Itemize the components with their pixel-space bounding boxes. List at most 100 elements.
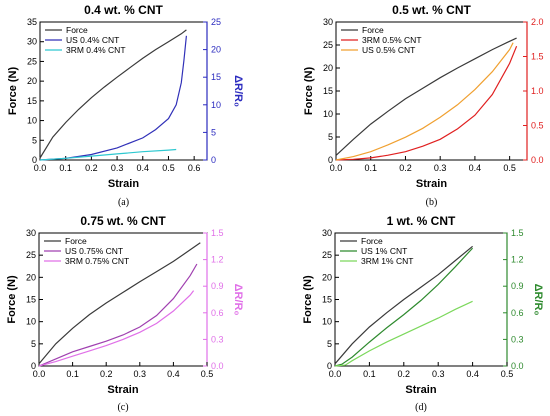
x-tick-label: 0.3 [111, 163, 124, 173]
y2-tick-label: 5 [211, 127, 216, 137]
y-tick-label: 20 [323, 63, 333, 73]
chart-title: 0.5 wt. % CNT [392, 3, 471, 17]
x-tick-label: 0.2 [398, 369, 411, 379]
y2-tick-label: 0.0 [211, 361, 224, 371]
x-tick-label: 0.1 [363, 369, 376, 379]
series-line-3 [335, 42, 514, 161]
x-tick-label: 0.3 [432, 369, 445, 379]
y2-tick-label: 15 [211, 72, 221, 82]
x-tick-label: 0.4 [137, 163, 150, 173]
legend-entry: 3RM 1% CNT [361, 256, 413, 266]
x-tick-label: 0.1 [59, 163, 72, 173]
y2-axis-label: ΔR/R₀ [532, 284, 544, 316]
series-line-2 [334, 247, 474, 367]
y2-tick-label: 25 [211, 17, 221, 27]
legend-entry: 3RM 0.4% CNT [66, 45, 126, 55]
x-tick-label: 0.6 [188, 163, 201, 173]
x-tick-label: 0.5 [501, 369, 514, 379]
legend-entry: US 1% CNT [361, 246, 407, 256]
y2-axis-label: ΔR/R₀ [232, 75, 244, 107]
x-axis-label: Strain [108, 178, 139, 190]
y-tick-label: 0 [32, 155, 37, 165]
x-tick-label: 0.4 [469, 163, 482, 173]
y2-tick-label: 0.9 [211, 281, 224, 291]
y-tick-label: 25 [323, 40, 333, 50]
x-tick-label: 0.0 [329, 369, 342, 379]
chart-panel-3: 0.75 wt. % CNT 0.0 0.1 0.2 0.3 0.4 0.5 0 5 10 15 20… [6, 214, 244, 413]
series-line-3 [39, 148, 177, 161]
series-line-1 [38, 242, 201, 365]
y2-tick-label: 0.0 [531, 155, 544, 165]
x-tick-label: 0.5 [503, 163, 516, 173]
x-tick-label: 0.5 [201, 369, 214, 379]
y-tick-label: 20 [322, 272, 332, 282]
y-tick-label: 25 [26, 250, 36, 260]
y-tick-label: 20 [26, 272, 36, 282]
y-tick-label: 30 [323, 17, 333, 27]
y-tick-label: 20 [27, 76, 37, 86]
y-tick-label: 15 [322, 295, 332, 305]
legend-entry: 3RM 0.5% CNT [362, 35, 422, 45]
y-tick-label: 25 [322, 250, 332, 260]
x-tick-label: 0.0 [34, 163, 47, 173]
y-tick-label: 5 [327, 339, 332, 349]
y2-tick-label: 1.2 [211, 255, 224, 265]
series-line-1 [335, 37, 517, 156]
y-tick-label: 0 [31, 361, 36, 371]
legend-entry: US 0.5% CNT [362, 45, 415, 55]
y-tick-label: 25 [27, 56, 37, 66]
y-tick-label: 15 [26, 295, 36, 305]
y2-tick-label: 1.0 [531, 86, 544, 96]
x-tick-label: 0.4 [466, 369, 479, 379]
y2-tick-label: 20 [211, 45, 221, 55]
legend-entry: Force [65, 236, 87, 246]
chart-title: 1 wt. % CNT [387, 214, 456, 228]
x-tick-label: 0.5 [162, 163, 175, 173]
y-tick-label: 10 [27, 116, 37, 126]
panel-caption: (d) [415, 402, 427, 413]
chart-panel-1: 0.4 wt. % CNT 0.0 0.1 0.2 0.3 0.4 0.5 0.6 0 5 10 15… [7, 3, 244, 208]
y-tick-label: 10 [322, 317, 332, 327]
legend-entry: Force [66, 25, 88, 35]
y2-tick-label: 0 [211, 155, 216, 165]
x-tick-label: 0.2 [399, 163, 412, 173]
x-tick-label: 0.2 [85, 163, 98, 173]
y2-tick-label: 0.6 [211, 308, 224, 318]
series-line-2 [335, 45, 518, 161]
y-axis-label: Force (N) [302, 275, 314, 324]
y2-tick-label: 1.5 [211, 228, 224, 238]
y-tick-label: 5 [31, 339, 36, 349]
y-tick-label: 10 [323, 109, 333, 119]
y2-tick-label: 0.3 [511, 334, 524, 344]
x-tick-label: 0.1 [364, 163, 377, 173]
y2-tick-label: 0.5 [531, 121, 544, 131]
y-axis-label: Force (N) [6, 275, 18, 324]
y-axis-label: Force (N) [303, 67, 315, 116]
y-tick-label: 5 [32, 135, 37, 145]
legend-entry: US 0.75% CNT [65, 246, 123, 256]
x-tick-label: 0.1 [66, 369, 79, 379]
y-tick-label: 30 [26, 228, 36, 238]
x-tick-label: 0.2 [100, 369, 113, 379]
series-line-2 [39, 35, 187, 161]
y2-tick-label: 1.5 [511, 228, 524, 238]
x-tick-label: 0.3 [134, 369, 147, 379]
legend-entry: US 0.4% CNT [66, 35, 119, 45]
y2-tick-label: 0.3 [211, 334, 224, 344]
y2-tick-label: 2.0 [531, 17, 544, 27]
series-line-3 [334, 300, 473, 367]
y-axis-label: Force (N) [7, 67, 19, 116]
y-tick-label: 10 [26, 317, 36, 327]
x-tick-label: 0.4 [167, 369, 180, 379]
y2-axis-label: ΔR/R₀ [232, 284, 244, 316]
chart-panel-2: 0.5 wt. % CNT 0.0 0.1 0.2 0.3 0.4 0.5 0 5 10 15 20 2… [303, 3, 544, 208]
y2-tick-label: 10 [211, 100, 221, 110]
chart-title: 0.4 wt. % CNT [84, 3, 163, 17]
y-tick-label: 35 [27, 17, 37, 27]
x-tick-label: 0.0 [33, 369, 46, 379]
x-axis-label: Strain [416, 178, 447, 190]
series-line-1 [39, 29, 187, 159]
